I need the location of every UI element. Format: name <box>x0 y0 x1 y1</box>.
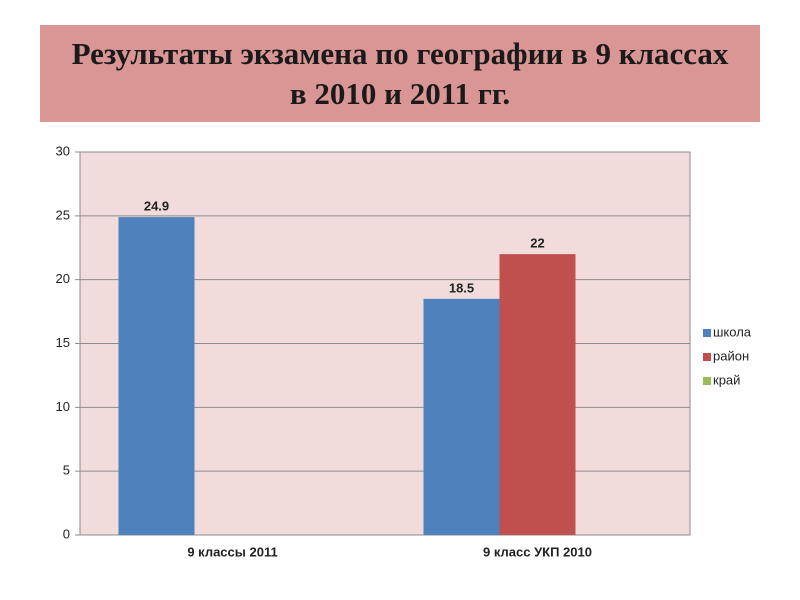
x-tick-label: 9 класс УКП 2010 <box>483 544 592 559</box>
legend-swatch <box>703 353 711 361</box>
y-tick-label: 5 <box>63 463 70 478</box>
y-tick-label: 25 <box>56 207 70 222</box>
legend-label: край <box>713 372 740 387</box>
bar <box>499 254 576 535</box>
y-tick-label: 20 <box>56 271 70 286</box>
y-tick-label: 10 <box>56 399 70 414</box>
y-tick-label: 30 <box>56 143 70 158</box>
chart-title: Результаты экзамена по географии в 9 кла… <box>40 25 760 122</box>
value-label: 22 <box>530 236 544 251</box>
x-tick-label: 9 классы 2011 <box>187 544 277 559</box>
legend-label: район <box>713 348 749 363</box>
legend-label: школа <box>713 324 752 339</box>
y-tick-label: 15 <box>56 335 70 350</box>
legend-swatch <box>703 377 711 385</box>
value-label: 18.5 <box>449 280 474 295</box>
bar <box>423 298 500 535</box>
y-tick-label: 0 <box>63 526 70 541</box>
bar <box>118 217 195 536</box>
value-label: 24.9 <box>144 199 169 214</box>
legend-swatch <box>703 329 711 337</box>
